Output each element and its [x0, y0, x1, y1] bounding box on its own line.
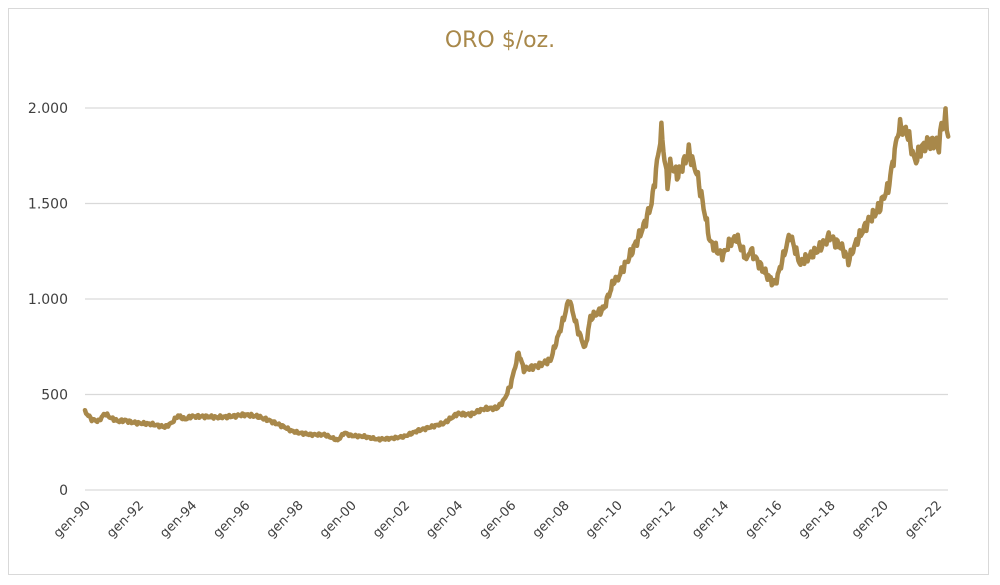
x-tick-label: gen-02 — [370, 498, 413, 541]
x-tick-label: gen-10 — [583, 498, 626, 541]
y-tick-label: 0 — [59, 483, 68, 499]
y-axis-ticks: 0 500 1.000 1.500 2.000 — [28, 101, 68, 499]
x-axis-ticks: gen-90 gen-92 gen-94 gen-96 gen-98 gen-00 gen-… — [51, 498, 945, 541]
chart-title: ORO $/oz. — [444, 28, 556, 53]
x-tick-label: gen-18 — [796, 498, 839, 541]
y-tick-label: 500 — [41, 388, 68, 404]
gridlines — [85, 107, 948, 491]
x-tick-label: gen-96 — [210, 498, 253, 541]
x-tick-label: gen-00 — [317, 498, 360, 541]
x-tick-label: gen-20 — [849, 498, 892, 541]
series-group — [82, 106, 951, 443]
x-tick-label: gen-92 — [104, 498, 147, 541]
x-tick-label: gen-16 — [742, 498, 785, 541]
y-tick-label: 1.500 — [28, 197, 68, 213]
x-tick-label: gen-08 — [530, 498, 573, 541]
y-tick-label: 2.000 — [28, 101, 68, 117]
series-line-oro — [82, 106, 951, 443]
x-tick-label: gen-14 — [689, 498, 732, 541]
x-tick-label: gen-12 — [636, 498, 679, 541]
x-tick-label: gen-06 — [476, 498, 519, 541]
x-tick-label: gen-04 — [423, 498, 466, 541]
x-tick-label: gen-98 — [264, 498, 307, 541]
x-tick-label: gen-94 — [157, 498, 200, 541]
x-tick-label: gen-22 — [902, 498, 945, 541]
y-tick-label: 1.000 — [28, 292, 68, 308]
chart-frame — [8, 8, 989, 575]
x-tick-label: gen-90 — [51, 498, 94, 541]
